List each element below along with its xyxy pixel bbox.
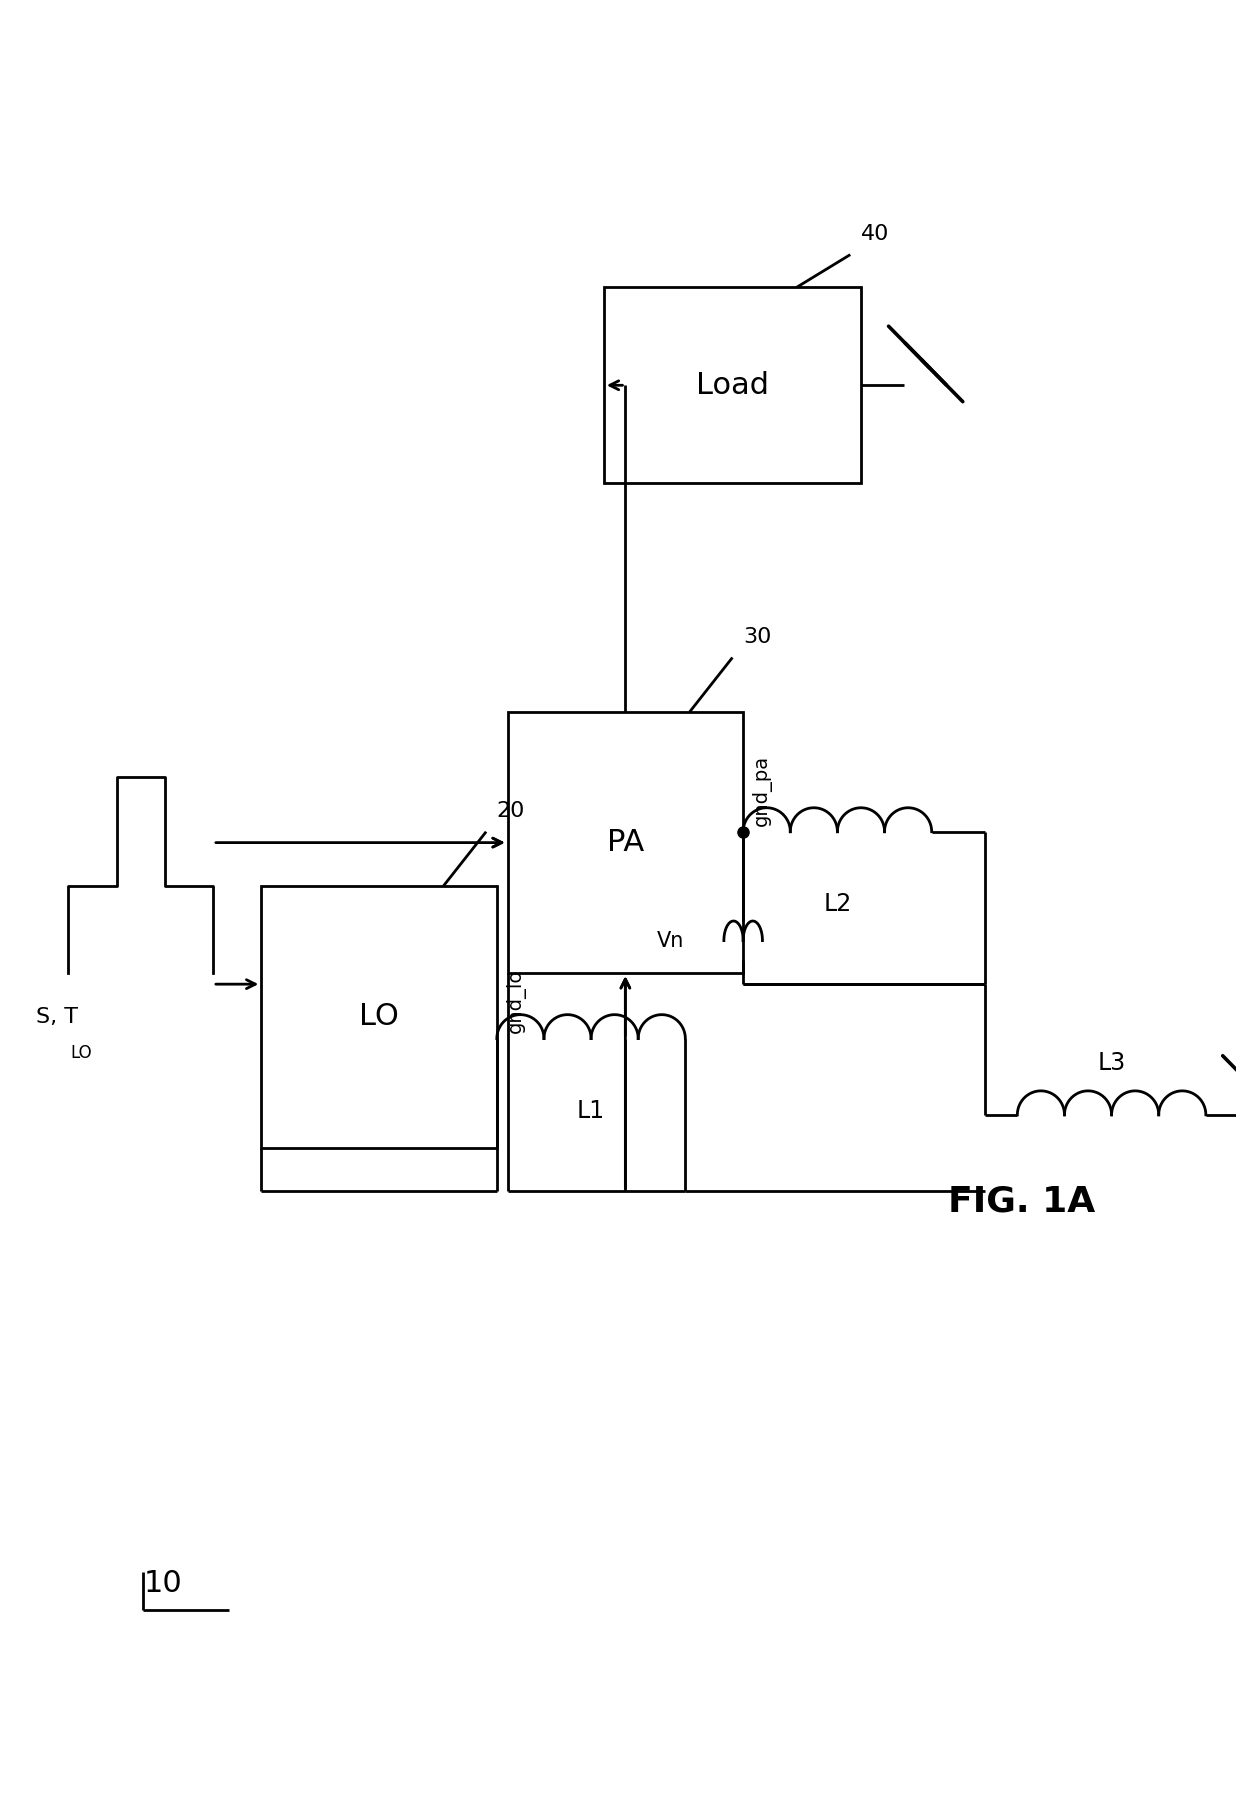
Text: FIG. 1A: FIG. 1A xyxy=(949,1184,1095,1218)
Text: L2: L2 xyxy=(823,892,852,915)
Text: S, T: S, T xyxy=(36,1007,78,1027)
Text: L3: L3 xyxy=(1097,1051,1126,1074)
Bar xyxy=(262,886,497,1148)
Bar xyxy=(507,711,743,973)
Text: L1: L1 xyxy=(577,1099,605,1123)
Bar xyxy=(604,287,861,484)
Text: Vn: Vn xyxy=(657,931,684,951)
Text: PA: PA xyxy=(606,828,644,857)
Text: 30: 30 xyxy=(743,626,771,646)
Text: LO: LO xyxy=(360,1002,399,1031)
Text: 10: 10 xyxy=(144,1569,182,1597)
Text: 20: 20 xyxy=(497,801,526,821)
Text: gnd_pa: gnd_pa xyxy=(751,754,771,827)
Text: LO: LO xyxy=(71,1043,92,1061)
Text: gnd_lo: gnd_lo xyxy=(506,969,526,1032)
Text: Load: Load xyxy=(696,370,769,399)
Text: 40: 40 xyxy=(861,224,889,244)
